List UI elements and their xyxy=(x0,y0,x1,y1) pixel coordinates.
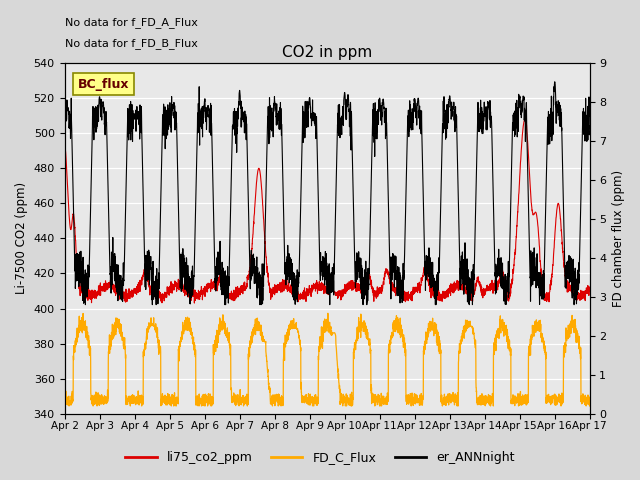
Title: CO2 in ppm: CO2 in ppm xyxy=(282,46,372,60)
Legend: li75_co2_ppm, FD_C_Flux, er_ANNnight: li75_co2_ppm, FD_C_Flux, er_ANNnight xyxy=(120,446,520,469)
Text: No data for f_FD_A_Flux: No data for f_FD_A_Flux xyxy=(65,17,197,28)
Y-axis label: Li-7500 CO2 (ppm): Li-7500 CO2 (ppm) xyxy=(15,182,28,294)
Text: BC_flux: BC_flux xyxy=(77,78,129,91)
Y-axis label: FD chamber flux (ppm): FD chamber flux (ppm) xyxy=(612,170,625,307)
Text: No data for f_FD_B_Flux: No data for f_FD_B_Flux xyxy=(65,38,197,49)
